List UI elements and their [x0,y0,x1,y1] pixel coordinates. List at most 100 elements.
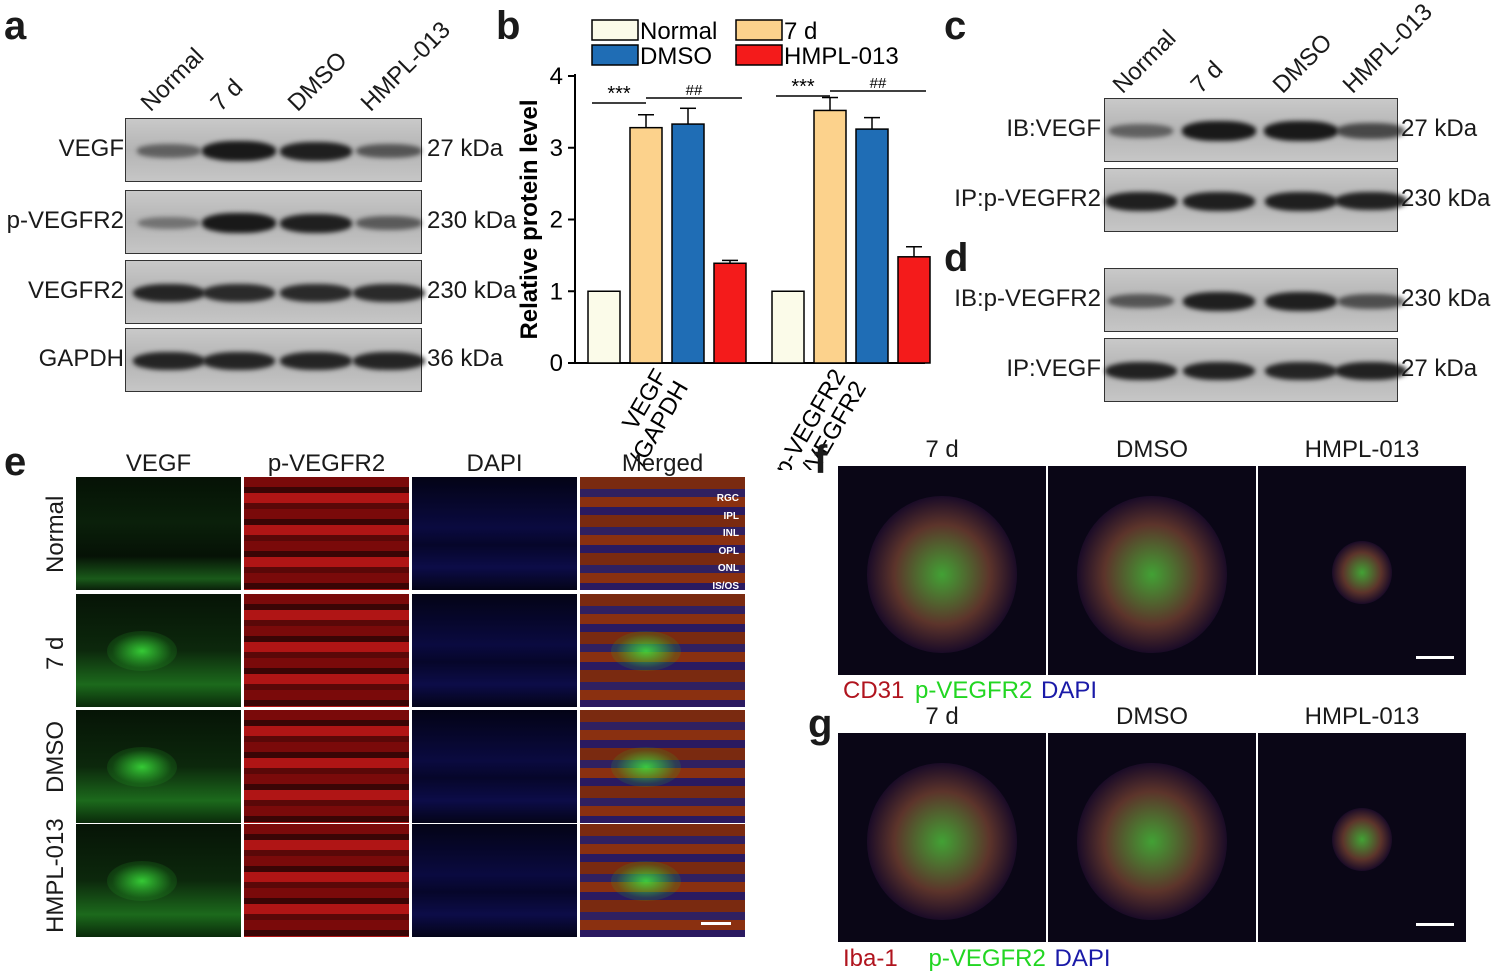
significance-mark: ## [686,82,703,99]
legend-label: DMSO [640,43,712,70]
panel-a-band [279,141,353,161]
panel-c-blot-0 [1104,98,1405,162]
panel-d-band [1182,361,1256,381]
panel-c-lane-label: 7 d [1185,56,1229,99]
panel_g-column-label: DMSO [1116,703,1188,730]
panel-a-blot-3 [125,328,425,392]
panel-c-band [1264,191,1338,211]
panel-a-band [356,216,422,230]
retina-image [244,594,409,707]
panel-a-band [133,283,205,303]
retina-layer-label: IPL [723,510,739,522]
panel-a-band [203,284,275,302]
panel-a-band [133,351,205,371]
panel-a-band [202,213,276,233]
significance-mark: *** [607,83,631,105]
retina-image [580,710,745,823]
panel-a-row-label: p-VEGFR2 [6,207,124,234]
panel-c-row-label: IB:VEGF [1006,115,1101,142]
retina-layer-label: INL [722,528,739,539]
retina-image [244,710,409,823]
panel-a-blot-0 [125,118,423,182]
retina-image [76,824,241,937]
panel-a-band [280,351,352,371]
panel_f-lesion [867,495,1017,653]
significance-mark: ## [870,75,887,92]
lesion-glow [611,630,681,671]
panel-d-band [1104,361,1178,381]
scale-bar [1416,923,1454,926]
legend-label: 7 d [784,18,817,45]
panel_g-stain-label: Iba-1 [843,945,898,972]
panel-a-band [279,213,353,233]
lesion-glow [107,746,177,787]
panel-a-band [137,217,201,229]
bar [629,126,663,364]
retina-image [580,824,745,937]
panel-c-band [1104,191,1178,211]
legend-swatch [591,44,639,66]
panel_f-stain-label: DAPI [1041,677,1098,704]
panel-d-kda-label: 230 kDa [1401,285,1491,312]
legend-swatch [591,19,639,41]
panel-c-kda-label: 230 kDa [1401,185,1491,212]
bar [671,123,705,364]
panel_g-stain-label: DAPI [1054,945,1111,972]
panel_g-column-label: HMPL-013 [1304,703,1420,730]
retina-image [76,594,241,707]
panel-a-lane-label: 7 d [205,74,249,117]
retina-image [76,710,241,823]
panel-d-band [1337,293,1405,309]
panel-c-band [1337,123,1405,139]
panel-d-band [1264,291,1338,311]
panel_g-flatmount-image [1048,733,1256,942]
panel-d-blot-1 [1104,338,1408,402]
bar [587,290,621,364]
panel-g-label: g [808,702,833,746]
panel-d-band [1182,291,1256,311]
y-tick-label: 4 [550,63,563,90]
panel-a-row-label: VEGF [58,135,124,162]
panel_f-column-label: HMPL-013 [1304,436,1420,463]
panel-c-lane-label: DMSO [1267,28,1338,99]
panel-d-band [1334,361,1408,381]
panel_g-flatmount-image [838,733,1046,942]
panel-a-band [202,141,276,161]
panel-e-row-label: 7 d [42,636,69,670]
panel_f-flatmount-image [1258,466,1466,675]
panel-e-column-label: VEGF [125,450,192,477]
retina-image [412,824,577,937]
legend-swatch [735,19,783,41]
y-tick-label: 3 [550,135,563,162]
legend-label: HMPL-013 [784,43,899,70]
panel-a-blot-2 [125,260,425,324]
panel_g-lesion [867,762,1017,920]
panel-d-blot-0 [1104,268,1405,332]
panel-b-label: b [496,4,521,48]
panel-d-band [1265,361,1337,381]
panel-c-band [1182,191,1256,211]
panel-d-row-label: IP:VEGF [1006,355,1101,382]
panel-c-lane-label: HMPL-013 [1337,0,1438,99]
panel-c-blot-1 [1104,168,1408,232]
panel-a-kda-label: 36 kDa [427,345,504,372]
panel-c-band [1334,191,1408,211]
bar [897,256,931,364]
panel-f-label: f [814,438,828,482]
panel-a-band [355,143,423,159]
panel_f-stain-label: p-VEGFR2 [915,677,1033,704]
panel-a-row-label: GAPDH [38,345,124,372]
panel-a-band [136,144,202,158]
panel-e-column-label: p-VEGFR2 [267,450,386,477]
lesion-glow [107,630,177,671]
panel_f-lesion [1332,540,1392,604]
panel-a-band [203,351,275,371]
retina-image [244,477,409,590]
panel-e-row-label: DMSO [42,720,69,793]
panel-e-column-label: DAPI [466,450,523,477]
retina-layer-label: OPL [718,545,739,557]
retina-layer-label: RGC [716,493,739,504]
y-tick-label: 0 [550,350,563,377]
panel-e-label: e [4,440,27,484]
